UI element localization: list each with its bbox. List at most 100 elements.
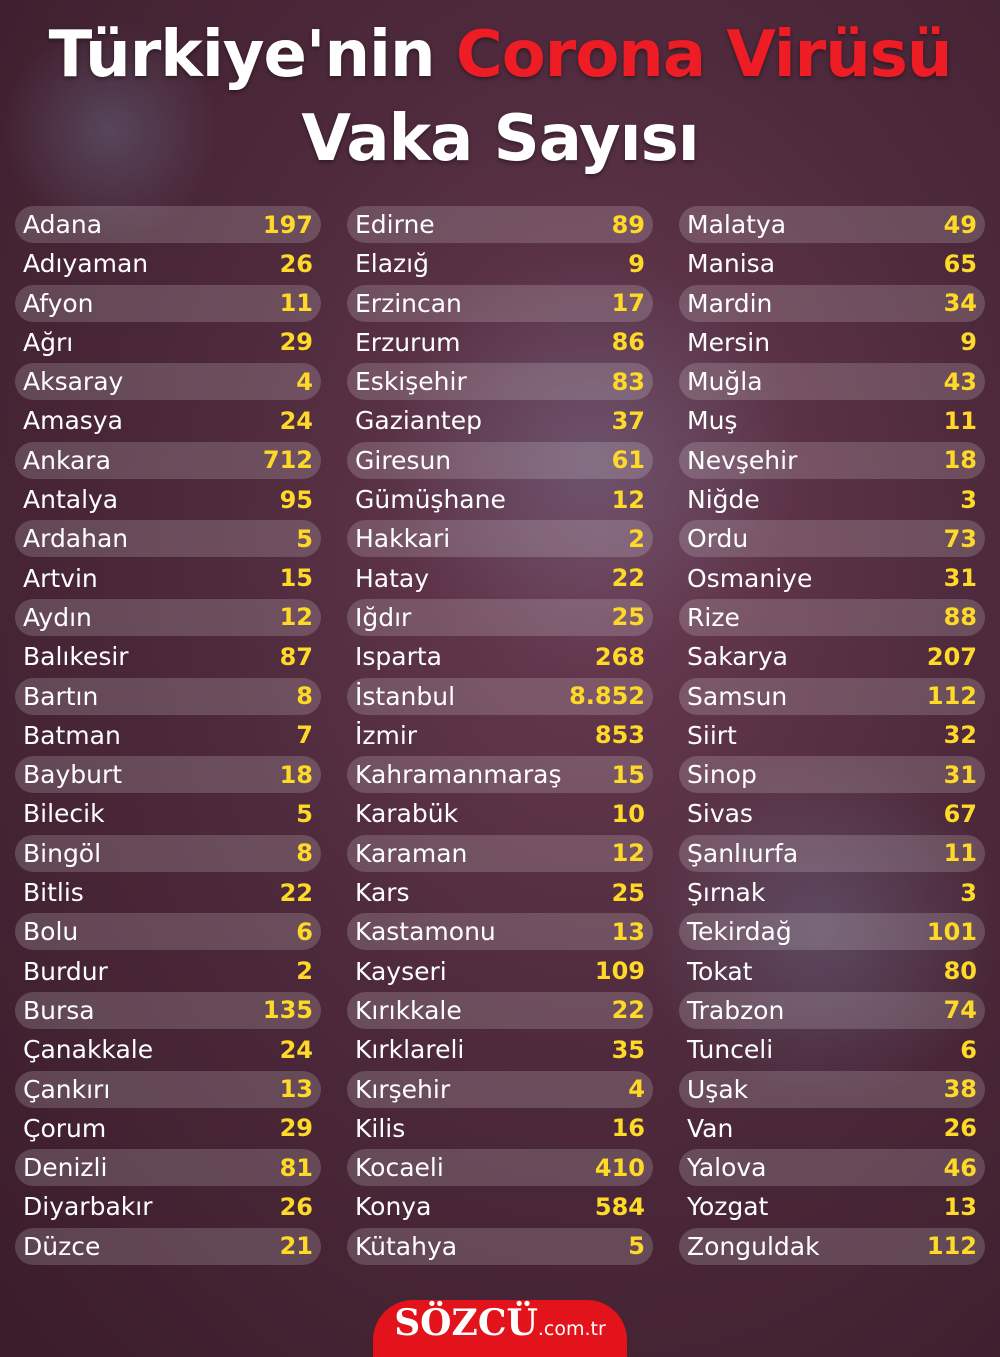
province-row: Amasya 24 — [15, 402, 321, 439]
case-count: 24 — [279, 1035, 313, 1064]
province-row: Kayseri 109 — [347, 953, 653, 990]
province-name: Adana — [23, 210, 103, 239]
province-row: Isparta 268 — [347, 638, 653, 675]
case-count: 3 — [960, 485, 977, 514]
province-row: Bitlis 22 — [15, 874, 321, 911]
province-row: Batman 7 — [15, 717, 321, 754]
province-row: Aksaray 4 — [15, 363, 321, 401]
case-count: 88 — [943, 603, 977, 632]
logo-domain: .com.tr — [537, 1318, 606, 1340]
province-column-1: Adana 197 Adıyaman 26 Afyon 11 Ağrı 29 Aksaray 4 A… — [15, 206, 321, 1267]
title-line-1: Türkiye'nin Corona Virüsü — [0, 18, 1000, 92]
province-column-2: Edirne 89 Elazığ 9 Erzincan 17 Erzurum 86 Eskişe… — [347, 206, 653, 1267]
case-count: 11 — [943, 839, 977, 868]
case-count: 95 — [279, 485, 313, 514]
case-count: 207 — [926, 642, 977, 671]
case-count: 11 — [943, 406, 977, 435]
province-row: Konya 584 — [347, 1188, 653, 1225]
province-name: Samsun — [687, 681, 788, 711]
province-row: Ardahan 5 — [15, 520, 321, 558]
province-row: Mardin 34 — [679, 284, 985, 322]
province-row: Muş 11 — [679, 402, 985, 439]
case-count: 101 — [926, 917, 977, 946]
province-row: Kırklareli 35 — [347, 1031, 653, 1068]
province-name: Düzce — [23, 1231, 101, 1261]
case-count: 12 — [611, 485, 645, 514]
case-count: 26 — [279, 1192, 313, 1221]
case-count: 13 — [279, 1075, 313, 1104]
province-row: Kırşehir 4 — [347, 1070, 653, 1108]
case-count: 4 — [628, 1075, 645, 1104]
case-count: 16 — [611, 1114, 645, 1143]
province-name: Karabük — [355, 799, 459, 829]
province-row: Tokat 80 — [679, 953, 985, 990]
province-row: Denizli 81 — [15, 1149, 321, 1187]
province-row: Eskişehir 83 — [347, 363, 653, 401]
province-name: Gaziantep — [355, 406, 482, 436]
case-count: 7 — [296, 721, 313, 750]
case-count: 15 — [279, 564, 313, 593]
virus-background-decoration — [380, 250, 800, 670]
case-count: 32 — [943, 721, 977, 750]
province-name: Muş — [687, 406, 738, 436]
province-row: Van 26 — [679, 1110, 985, 1147]
case-count: 2 — [296, 957, 313, 986]
province-name: Siirt — [687, 720, 737, 750]
province-row: Kars 25 — [347, 874, 653, 911]
province-name: Karaman — [355, 838, 468, 868]
case-count: 6 — [960, 1035, 977, 1064]
province-name: Kayseri — [355, 956, 447, 986]
province-row: Artvin 15 — [15, 560, 321, 597]
case-count: 4 — [296, 367, 313, 396]
province-row: Yozgat 13 — [679, 1188, 985, 1225]
province-row: Erzincan 17 — [347, 284, 653, 322]
case-count: 6 — [296, 917, 313, 946]
province-row: İzmir 853 — [347, 717, 653, 754]
title-white: Türkiye'nin — [48, 18, 436, 92]
case-count: 197 — [262, 210, 313, 239]
province-name: Sivas — [687, 799, 753, 829]
province-name: Antalya — [23, 485, 119, 515]
province-row: Adana 197 — [15, 206, 321, 243]
case-count: 11 — [279, 289, 313, 318]
province-name: Aksaray — [23, 367, 124, 397]
province-name: Kütahya — [355, 1231, 458, 1261]
case-count: 17 — [611, 289, 645, 318]
case-count: 80 — [943, 957, 977, 986]
province-row: Karaman 12 — [347, 834, 653, 872]
province-row: Trabzon 74 — [679, 991, 985, 1029]
province-name: İzmir — [355, 720, 418, 750]
province-name: Çankırı — [23, 1074, 111, 1104]
province-name: Bursa — [23, 995, 95, 1025]
province-name: Van — [687, 1113, 734, 1143]
case-count: 86 — [611, 328, 645, 357]
case-count: 49 — [943, 210, 977, 239]
province-row: Ağrı 29 — [15, 324, 321, 361]
province-name: Gümüşhane — [355, 485, 506, 515]
case-count: 38 — [943, 1075, 977, 1104]
province-name: Şanlıurfa — [687, 838, 799, 868]
province-name: Rize — [687, 602, 740, 632]
province-row: Afyon 11 — [15, 284, 321, 322]
case-count: 5 — [296, 524, 313, 553]
case-count: 74 — [943, 996, 977, 1025]
province-row: Bingöl 8 — [15, 834, 321, 872]
province-row: Diyarbakır 26 — [15, 1188, 321, 1225]
case-count: 22 — [279, 878, 313, 907]
province-row: Burdur 2 — [15, 953, 321, 990]
province-name: Ağrı — [23, 327, 74, 357]
province-name: Tunceli — [687, 1035, 774, 1065]
case-count: 109 — [594, 957, 645, 986]
province-row: Düzce 21 — [15, 1227, 321, 1265]
province-name: Isparta — [355, 642, 442, 672]
province-row: Kütahya 5 — [347, 1227, 653, 1265]
province-row: Edirne 89 — [347, 206, 653, 243]
province-row: Nevşehir 18 — [679, 441, 985, 479]
case-count: 22 — [611, 564, 645, 593]
province-row: İstanbul 8.852 — [347, 677, 653, 715]
province-row: Osmaniye 31 — [679, 560, 985, 597]
province-name: Adıyaman — [23, 249, 149, 279]
case-count: 25 — [611, 878, 645, 907]
province-row: Niğde 3 — [679, 481, 985, 518]
case-count: 712 — [262, 446, 313, 475]
